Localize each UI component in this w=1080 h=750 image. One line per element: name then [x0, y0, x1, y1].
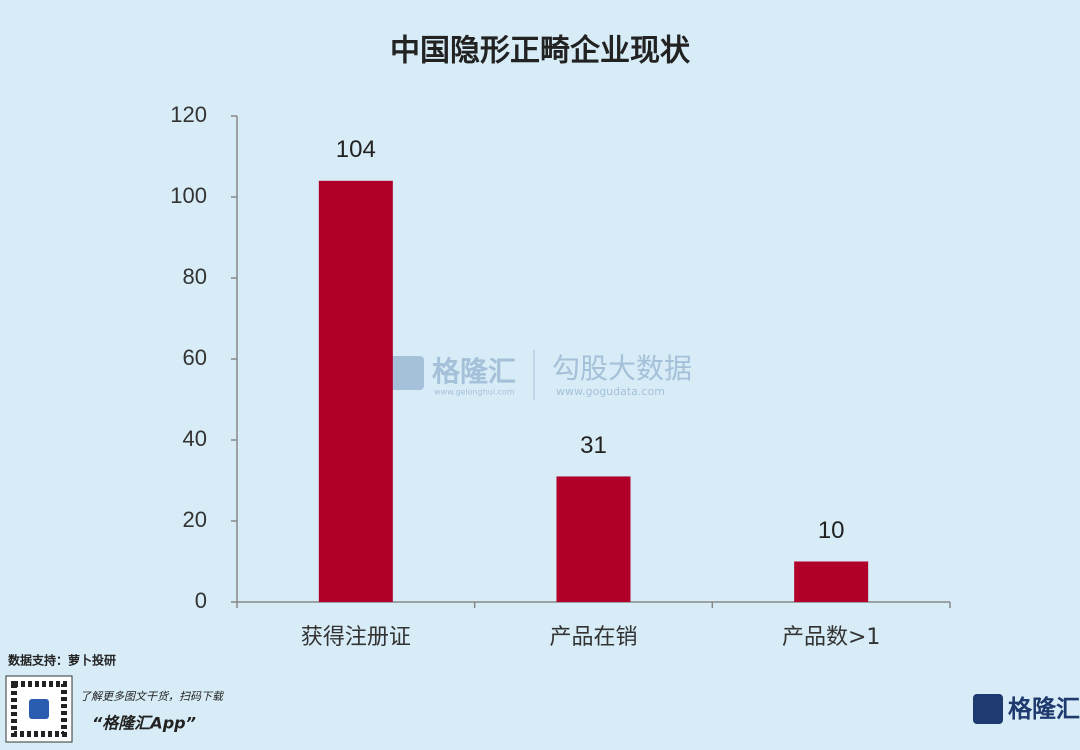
- bar: [794, 561, 869, 602]
- footer-logo: 格隆汇: [1008, 695, 1080, 723]
- y-tick-label: 120: [170, 102, 207, 127]
- watermark-logo: [390, 356, 424, 390]
- qr-logo: [29, 699, 49, 719]
- watermark: 格隆汇 www.gelonghui.com 勾股大数据 www.gogudata…: [390, 350, 692, 400]
- watermark-url: www.gelonghui.com: [434, 388, 515, 397]
- chart-title: 中国隐形正畸企业现状: [390, 34, 691, 69]
- x-tick-label: 获得注册证: [301, 625, 411, 650]
- x-tick-label: 产品数>1: [782, 625, 880, 650]
- watermark-partner-url: www.gogudata.com: [556, 385, 665, 398]
- bar: [318, 180, 393, 603]
- y-tick-label: 20: [183, 507, 207, 532]
- data-label: 10: [818, 517, 845, 544]
- x-tick-label: 产品在销: [549, 625, 637, 650]
- bar: [556, 476, 631, 602]
- promo-text: 了解更多图文干货，扫码下载: [80, 690, 225, 703]
- y-tick-label: 80: [183, 264, 207, 289]
- data-label: 104: [336, 136, 376, 163]
- qr-pattern: [11, 681, 67, 737]
- y-tick-label: 100: [170, 183, 207, 208]
- app-name: “格隆汇App”: [92, 714, 196, 733]
- watermark-brand: 格隆汇: [432, 355, 516, 388]
- footer-logo-icon: [973, 694, 1003, 724]
- y-tick-label: 40: [183, 426, 207, 451]
- source: 数据支持：萝卜投研: [8, 653, 116, 668]
- data-label: 31: [580, 432, 607, 459]
- watermark-partner: 勾股大数据: [552, 352, 692, 385]
- y-tick-label: 60: [183, 345, 207, 370]
- y-tick-label: 0: [195, 588, 207, 613]
